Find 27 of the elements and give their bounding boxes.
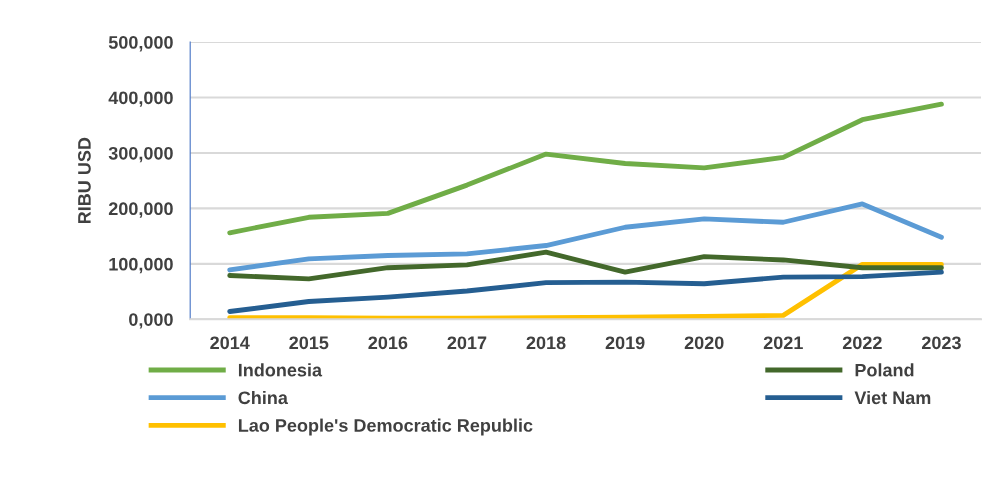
line-series: [227, 261, 944, 320]
x-tick-label: 2016: [368, 336, 408, 350]
x-tick-label: 2018: [526, 336, 566, 350]
x-tick-label: 2023: [921, 336, 961, 350]
x-tick-label: 2015: [289, 336, 329, 350]
x-tick-label: 2014: [210, 336, 250, 350]
legend-label: Poland: [855, 363, 914, 377]
line-series: [227, 201, 944, 273]
y-axis-title: RIBU USD: [78, 137, 91, 224]
x-tick-label: 2019: [605, 336, 645, 350]
y-tick-label: 200,000: [108, 202, 173, 218]
y-tick-label: 300,000: [108, 146, 173, 163]
y-tick-label: 500,000: [108, 36, 173, 52]
y-tick-label: 0,000: [129, 313, 173, 329]
legend-label: China: [238, 390, 289, 405]
line-series: [227, 101, 944, 236]
x-tick-label: 2017: [447, 336, 487, 350]
legend-label: Lao People's Democratic Republic: [238, 418, 533, 436]
x-tick-label: 2021: [763, 336, 803, 350]
x-tick-label: 2022: [842, 336, 882, 350]
y-tick-label: 100,000: [109, 257, 173, 274]
x-tick-label: 2020: [684, 336, 724, 350]
legend-label: Indonesia: [238, 363, 323, 377]
y-tick-label: 400,000: [108, 91, 173, 107]
line-series: [227, 269, 944, 314]
line-series: [227, 249, 944, 282]
legend-label: Viet Nam: [854, 390, 931, 405]
